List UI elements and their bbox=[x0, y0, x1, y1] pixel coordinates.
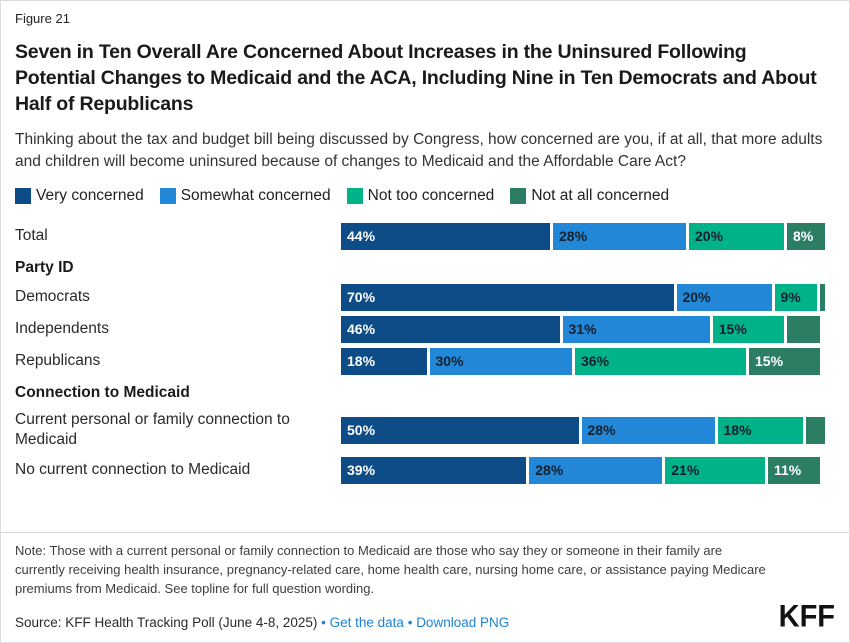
row-label: Democrats bbox=[15, 288, 90, 305]
source-line: Source: KFF Health Tracking Poll (June 4… bbox=[15, 615, 509, 630]
kff-logo: KFF bbox=[778, 599, 835, 635]
row-label: Republicans bbox=[15, 352, 101, 369]
source-row: Source: KFF Health Tracking Poll (June 4… bbox=[15, 599, 835, 635]
bar-segment: 28% bbox=[553, 222, 686, 250]
bar-segment: 28% bbox=[581, 416, 715, 444]
bar-segment-label: 28% bbox=[587, 422, 616, 438]
source-text: Source: KFF Health Tracking Poll (June 4… bbox=[15, 615, 318, 630]
stacked-bar: 18% 30% 36% 15% bbox=[341, 347, 825, 375]
bar-segment-label: 39% bbox=[347, 462, 376, 478]
legend-item: Not at all concerned bbox=[510, 187, 669, 205]
bar-segment: 39% bbox=[341, 456, 527, 484]
bar-segment-label: 70% bbox=[347, 289, 376, 305]
bar-segment-label: 21% bbox=[671, 462, 700, 478]
row-label: No current connection to Medicaid bbox=[15, 461, 251, 478]
bullet-separator: • bbox=[317, 615, 330, 630]
legend-swatch-icon bbox=[159, 188, 176, 204]
bar-segment-label: 18% bbox=[347, 353, 376, 369]
bar-segment: 18% bbox=[717, 416, 803, 444]
bullet-separator: • bbox=[403, 615, 417, 630]
bar-segment: 50% bbox=[341, 416, 579, 444]
bar-segment bbox=[820, 283, 825, 311]
row-label: Independents bbox=[15, 320, 109, 337]
stacked-bar: 46% 31% 15% bbox=[341, 315, 825, 343]
bar-segment: 46% bbox=[341, 315, 560, 343]
figure-footer: Note: Those with a current personal or f… bbox=[1, 532, 849, 642]
bar-segment: 18% bbox=[341, 347, 427, 375]
footer-divider bbox=[1, 532, 849, 533]
bar-segment-label: 44% bbox=[347, 228, 376, 244]
bar-segment-label: 8% bbox=[793, 228, 814, 244]
bar-row: No current connection to Medicaid 39% 28% 2… bbox=[15, 454, 835, 486]
figure-label: Figure 21 bbox=[15, 11, 70, 26]
bar-segment-label: 50% bbox=[347, 422, 376, 438]
bar-row: Democrats 70% 20% 9% bbox=[15, 281, 835, 313]
bar-segment-label: 20% bbox=[695, 228, 724, 244]
legend-swatch-icon bbox=[510, 188, 527, 204]
bar-segment-label: 28% bbox=[559, 228, 588, 244]
legend-item: Not too concerned bbox=[346, 187, 495, 205]
bar-segment: 15% bbox=[712, 315, 784, 343]
bar-segment bbox=[806, 416, 825, 444]
bar-row: Total 44% 28% 20% 8% bbox=[15, 220, 835, 252]
bar-segment: 11% bbox=[768, 456, 821, 484]
legend-label: Not too concerned bbox=[367, 187, 495, 204]
bar-segment: 70% bbox=[341, 283, 674, 311]
section-row: Connection to Medicaid bbox=[15, 380, 835, 406]
download-png-link[interactable]: Download PNG bbox=[416, 615, 510, 630]
bar-segment-label: 31% bbox=[568, 321, 597, 337]
stacked-bar: 70% 20% 9% bbox=[341, 283, 825, 311]
row-label: Current personal or family connection to… bbox=[15, 411, 290, 448]
section-header: Connection to Medicaid bbox=[15, 384, 190, 401]
bar-segment: 30% bbox=[429, 347, 572, 375]
bar-segment-label: 15% bbox=[718, 321, 747, 337]
legend-label: Very concerned bbox=[36, 187, 144, 204]
bar-row: Independents 46% 31% 15% bbox=[15, 313, 835, 345]
stacked-bar-chart: Total 44% 28% 20% 8% Party ID Democrats 70% 20% 9… bbox=[15, 220, 835, 486]
stacked-bar: 44% 28% 20% 8% bbox=[341, 222, 825, 250]
stacked-bar: 39% 28% 21% 11% bbox=[341, 456, 825, 484]
bar-segment: 21% bbox=[665, 456, 765, 484]
legend-swatch-icon bbox=[346, 188, 363, 204]
bar-segment: 28% bbox=[529, 456, 663, 484]
legend-swatch-icon bbox=[15, 188, 31, 204]
bar-segment bbox=[787, 315, 821, 343]
chart-title: Seven in Ten Overall Are Concerned About… bbox=[15, 41, 817, 115]
bar-segment: 9% bbox=[774, 283, 818, 311]
bar-row: Republicans 18% 30% 36% 15% bbox=[15, 345, 835, 377]
legend-item: Very concerned bbox=[15, 187, 144, 205]
legend-label: Not at all concerned bbox=[531, 187, 670, 204]
bar-row: Current personal or family connection to… bbox=[15, 406, 835, 454]
bar-segment-label: 28% bbox=[535, 462, 564, 478]
bar-segment: 44% bbox=[341, 222, 550, 250]
bar-segment-label: 9% bbox=[780, 289, 801, 305]
bar-segment-label: 30% bbox=[435, 353, 464, 369]
stacked-bar: 50% 28% 18% bbox=[341, 416, 825, 444]
row-label: Total bbox=[15, 227, 48, 244]
bar-segment-label: 36% bbox=[581, 353, 610, 369]
bar-segment: 31% bbox=[562, 315, 710, 343]
legend-item: Somewhat concerned bbox=[159, 187, 331, 205]
section-row: Party ID bbox=[15, 255, 835, 281]
bar-segment-label: 20% bbox=[682, 289, 711, 305]
bar-segment-label: 46% bbox=[347, 321, 376, 337]
get-the-data-link[interactable]: Get the data bbox=[329, 615, 404, 630]
bar-segment-label: 18% bbox=[723, 422, 752, 438]
bar-segment-label: 11% bbox=[774, 462, 802, 478]
bar-segment: 20% bbox=[676, 283, 772, 311]
note-text: Note: Those with a current personal or f… bbox=[15, 543, 766, 596]
bar-segment-label: 15% bbox=[755, 353, 784, 369]
chart-question: Thinking about the tax and budget bill b… bbox=[15, 131, 823, 170]
bar-segment: 8% bbox=[787, 222, 825, 250]
bar-segment: 36% bbox=[575, 347, 746, 375]
bar-segment: 15% bbox=[749, 347, 821, 375]
legend-label: Somewhat concerned bbox=[180, 187, 331, 204]
bar-segment: 20% bbox=[689, 222, 784, 250]
section-header: Party ID bbox=[15, 259, 74, 276]
legend: Very concerned Somewhat concerned Not too … bbox=[15, 187, 835, 205]
